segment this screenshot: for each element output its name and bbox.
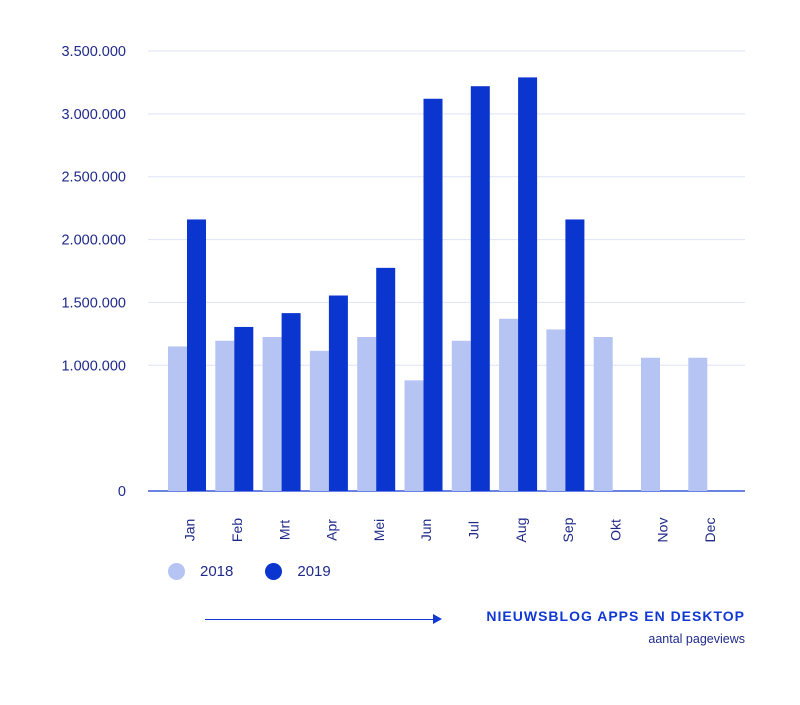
chart-title: NIEUWSBLOG APPS EN DESKTOP bbox=[486, 608, 745, 624]
y-tick-label: 3.500.000 bbox=[61, 44, 126, 60]
legend-label-2019: 2019 bbox=[297, 563, 331, 580]
bar-2018-jan bbox=[168, 346, 187, 491]
y-tick-label: 1.000.000 bbox=[61, 358, 126, 374]
footer-caption: NIEUWSBLOG APPS EN DESKTOP aantal pagevi… bbox=[486, 608, 745, 646]
x-tick-label: Mei bbox=[371, 519, 387, 542]
x-axis-ticks: Jan Feb Mrt Apr Mei Jun Jul Aug Sep Okt Nov Dec bbox=[182, 517, 718, 542]
legend-item-2019: 2019 bbox=[265, 563, 331, 580]
bar-2018-okt bbox=[593, 337, 613, 491]
legend-swatch-2018 bbox=[168, 563, 185, 580]
bar-2019-jul bbox=[470, 86, 490, 491]
x-tick-label: Feb bbox=[229, 518, 245, 542]
x-tick-label: Dec bbox=[702, 518, 718, 543]
bar-2019-apr bbox=[328, 295, 348, 491]
x-tick-label: Okt bbox=[607, 519, 623, 541]
x-tick-label: Nov bbox=[655, 518, 671, 543]
bar-2018-nov bbox=[641, 357, 660, 491]
bar-2019-mrt bbox=[281, 313, 301, 491]
bar-2019-jan bbox=[187, 219, 206, 491]
y-tick-label: 2.000.000 bbox=[61, 233, 126, 249]
arrow-right-icon bbox=[433, 614, 442, 624]
x-tick-label: Jan bbox=[182, 519, 198, 542]
x-tick-label: Sep bbox=[560, 517, 576, 542]
legend-label-2018: 2018 bbox=[200, 563, 234, 580]
y-axis-ticks: 0 1.000.000 1.500.000 2.000.000 2.500.000 3.0… bbox=[61, 44, 126, 500]
bar-2018-jun bbox=[404, 380, 424, 491]
x-tick-label: Aug bbox=[513, 518, 529, 543]
bar-2019-aug bbox=[518, 77, 538, 492]
bar-2018-sep bbox=[546, 329, 566, 491]
y-tick-label: 3.000.000 bbox=[61, 107, 126, 123]
x-tick-label: Mrt bbox=[276, 520, 292, 540]
x-tick-label: Jun bbox=[418, 519, 434, 542]
bar-2019-mei bbox=[376, 267, 396, 491]
bar-2018-jul bbox=[451, 340, 471, 491]
x-tick-label: Jul bbox=[466, 521, 482, 539]
bar-2018-mei bbox=[357, 337, 377, 491]
bar-2018-mrt bbox=[262, 337, 282, 491]
bar-2019-sep bbox=[565, 219, 585, 491]
bar-2018-apr bbox=[309, 350, 329, 491]
bar-2018-dec bbox=[688, 357, 708, 491]
bar-2018-aug bbox=[499, 318, 519, 491]
y-tick-label: 0 bbox=[118, 484, 126, 500]
legend-item-2018: 2018 bbox=[168, 563, 233, 580]
bar-2018-feb bbox=[215, 340, 235, 491]
legend: 2018 2019 bbox=[168, 563, 363, 580]
y-tick-label: 2.500.000 bbox=[61, 170, 126, 186]
chart-subtitle: aantal pageviews bbox=[648, 632, 745, 646]
footer-arrow-line bbox=[205, 619, 435, 620]
bar-2019-feb bbox=[234, 326, 254, 491]
x-tick-label: Apr bbox=[324, 519, 340, 541]
legend-swatch-2019 bbox=[265, 563, 283, 580]
bar-2019-jun bbox=[423, 98, 443, 492]
bars bbox=[168, 77, 708, 492]
y-tick-label: 1.500.000 bbox=[61, 295, 126, 311]
